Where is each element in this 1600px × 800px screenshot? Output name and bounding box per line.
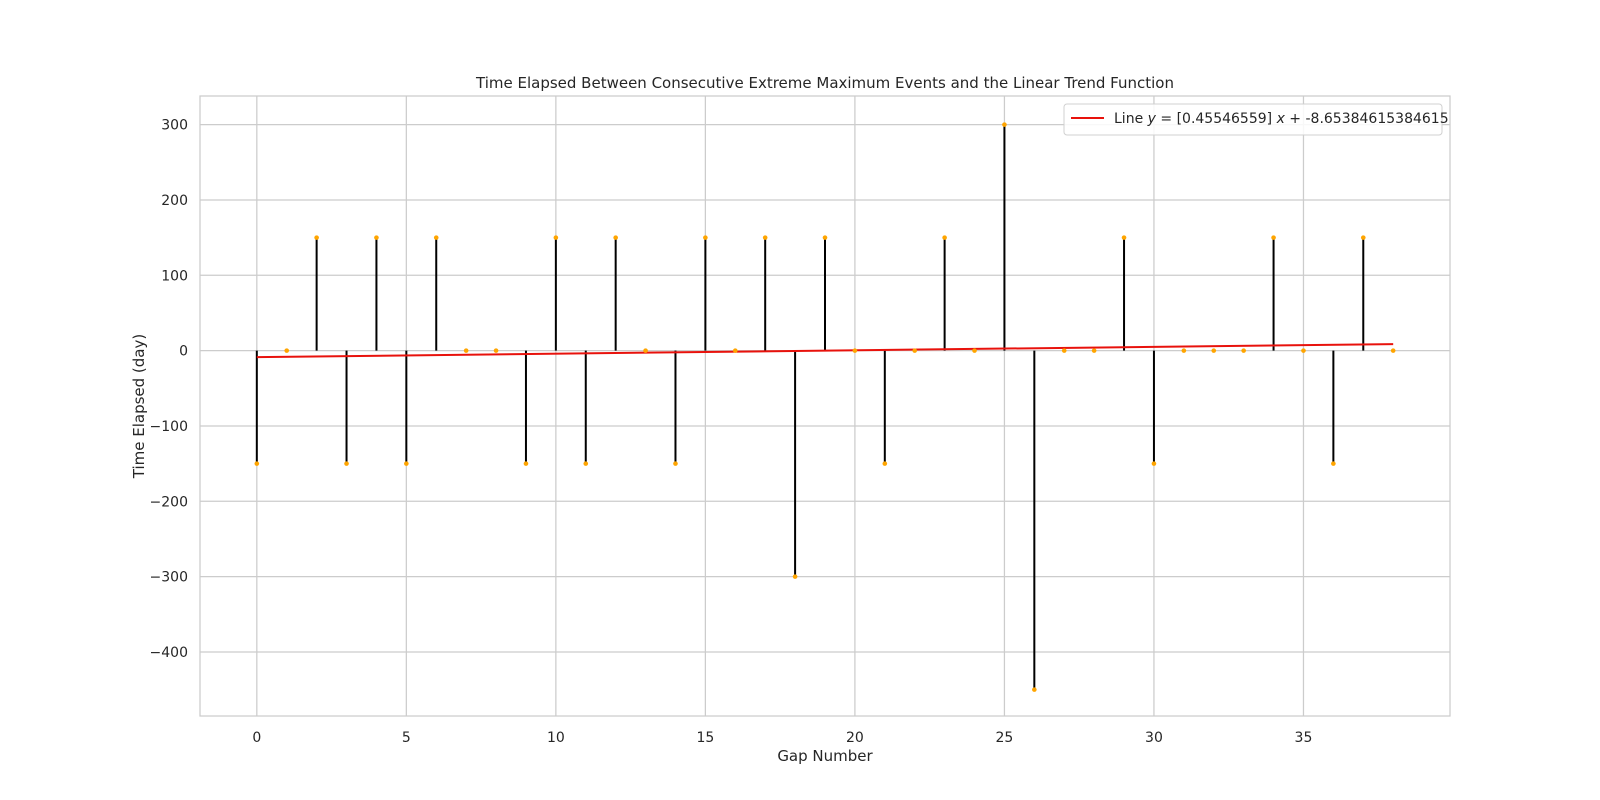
data-point <box>822 235 828 240</box>
data-point <box>643 348 648 353</box>
chart-title: Time Elapsed Between Consecutive Extreme… <box>475 74 1174 92</box>
data-point <box>284 348 290 353</box>
data-point <box>613 235 618 240</box>
data-point <box>703 235 708 240</box>
data-point <box>1241 348 1246 353</box>
y-tick-label: −300 <box>150 570 188 586</box>
data-point <box>1360 235 1366 240</box>
data-point <box>1301 348 1306 353</box>
data-point <box>852 348 858 353</box>
data-point <box>344 461 349 466</box>
data-point <box>493 348 499 353</box>
data-point <box>374 235 379 240</box>
data-point <box>553 235 559 240</box>
data-point <box>1091 348 1097 353</box>
y-tick-label: −400 <box>150 645 188 661</box>
legend-var-x: x <box>1276 111 1286 127</box>
data-point <box>792 574 798 579</box>
x-tick-label: 10 <box>547 730 565 746</box>
data-point <box>762 235 768 240</box>
x-tick-label: 35 <box>1295 730 1313 746</box>
data-point <box>1002 122 1007 127</box>
data-point <box>1211 348 1217 353</box>
legend-suffix: + -8.65384615384615 <box>1285 111 1449 127</box>
legend-eq: = [0.45546559] <box>1156 111 1277 127</box>
legend-var-y: y <box>1147 111 1157 127</box>
data-point <box>463 348 469 353</box>
y-tick-label: 200 <box>161 193 188 209</box>
trend-line-group <box>256 343 1394 359</box>
data-point <box>912 348 918 353</box>
data-point <box>1032 687 1037 692</box>
markers <box>254 122 1396 692</box>
y-tick-label: 0 <box>179 344 188 360</box>
y-tick-label: −100 <box>150 419 188 435</box>
data-point <box>1151 461 1157 466</box>
x-tick-labels: 0 5 10 15 20 25 30 35 <box>252 730 1312 746</box>
data-point <box>1061 348 1067 353</box>
legend-box <box>1063 103 1443 136</box>
x-tick-label: 15 <box>696 730 714 746</box>
data-point <box>523 461 529 466</box>
plot-area <box>200 96 1450 716</box>
legend-prefix: Line <box>1114 111 1148 127</box>
data-point <box>1121 235 1127 240</box>
legend-label: Line y = [0.45546559] x + -8.65384615384… <box>1114 111 1449 127</box>
x-tick-label: 25 <box>996 730 1014 746</box>
data-point <box>314 235 319 240</box>
data-point <box>1181 348 1187 353</box>
data-point <box>942 235 947 240</box>
y-tick-label: −200 <box>150 494 188 510</box>
plot-frame <box>199 95 1451 717</box>
y-tick-label: 300 <box>161 118 188 134</box>
data-point <box>583 461 589 466</box>
x-tick-label: 20 <box>846 730 864 746</box>
x-axis-label: Gap Number <box>777 747 873 765</box>
data-point <box>1271 235 1276 240</box>
legend: Line y = [0.45546559] x + -8.65384615384… <box>1063 103 1449 136</box>
data-point <box>673 461 678 466</box>
y-axis-label: Time Elapsed (day) <box>130 334 148 479</box>
data-point <box>433 235 439 240</box>
y-tick-label: 100 <box>161 268 188 284</box>
trend-line <box>256 343 1394 359</box>
data-point <box>882 461 888 466</box>
data-point <box>972 348 977 353</box>
data-point <box>254 461 260 466</box>
data-point <box>1331 461 1336 466</box>
data-point <box>1390 348 1396 353</box>
y-tick-labels: 300 200 100 0 −100 −200 −300 −400 <box>150 118 188 661</box>
x-tick-label: 5 <box>402 730 411 746</box>
data-point <box>732 348 738 353</box>
stems <box>255 124 1365 690</box>
x-tick-label: 0 <box>252 730 261 746</box>
x-tick-label: 30 <box>1145 730 1163 746</box>
data-point <box>404 461 409 466</box>
